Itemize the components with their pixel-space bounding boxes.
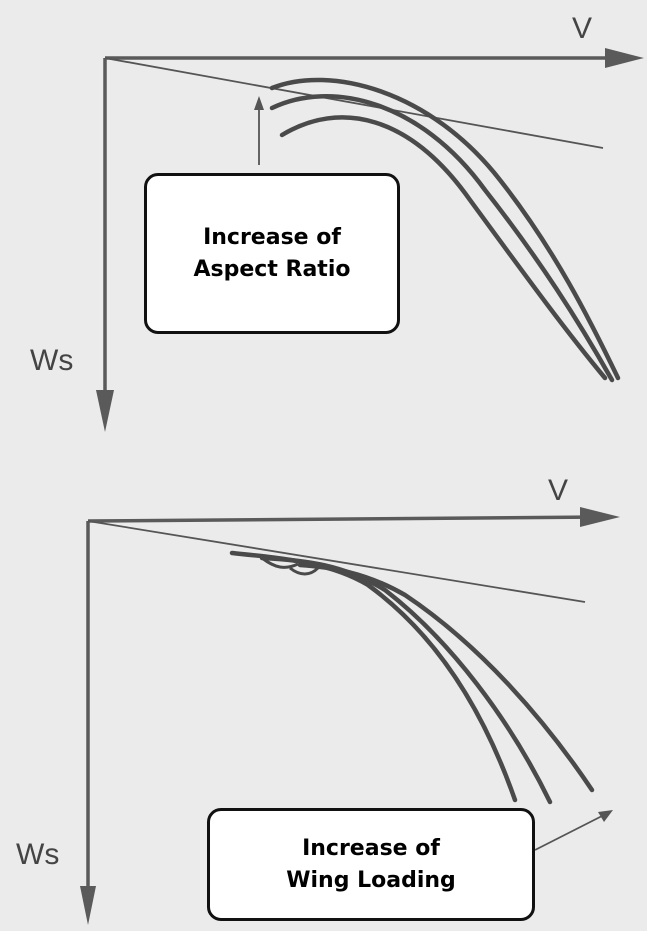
callout-line-2: Wing Loading <box>286 867 456 893</box>
v-axis-label: V <box>548 474 569 507</box>
ws-axis-arrowhead <box>96 390 114 432</box>
polar-curve-1 <box>269 77 621 381</box>
ws-axis-label: Ws <box>30 344 74 377</box>
ws-axis-arrowhead <box>80 886 96 925</box>
wing-loading-callout: Increase of Wing Loading <box>207 808 535 921</box>
aspect-ratio-polar-graphic <box>96 48 644 432</box>
polar-curve-3 <box>297 562 595 793</box>
callout-line-1: Increase of <box>203 224 341 250</box>
wing-loading-polar-graphic <box>80 507 620 925</box>
wing-loading-polar-diagram: V Ws Increase of Wing Loading <box>0 450 647 931</box>
polar-curve-2 <box>259 555 553 805</box>
polar-curve-3 <box>279 115 608 381</box>
aspect-ratio-callout: Increase of Aspect Ratio <box>144 173 400 334</box>
callout-line-2: Aspect Ratio <box>193 256 351 282</box>
v-axis-label: V <box>572 12 593 45</box>
wing-loading-direction-arrow <box>534 815 603 851</box>
aspect-ratio-polar-diagram: V Ws Increase of Aspect Ratio <box>0 0 647 450</box>
aspect-ratio-direction-arrowhead <box>254 96 264 110</box>
ws-axis-label: Ws <box>16 838 60 871</box>
v-axis-arrowhead <box>580 507 620 527</box>
callout-line-1: Increase of <box>302 835 440 861</box>
v-axis-arrowhead <box>605 48 644 68</box>
curve-overlap-mark <box>261 556 320 576</box>
polar-curve-2 <box>269 94 615 383</box>
tangent-line <box>104 57 604 149</box>
tangent-line <box>87 520 586 603</box>
v-axis <box>87 515 603 523</box>
wing-loading-direction-arrowhead <box>598 810 613 822</box>
